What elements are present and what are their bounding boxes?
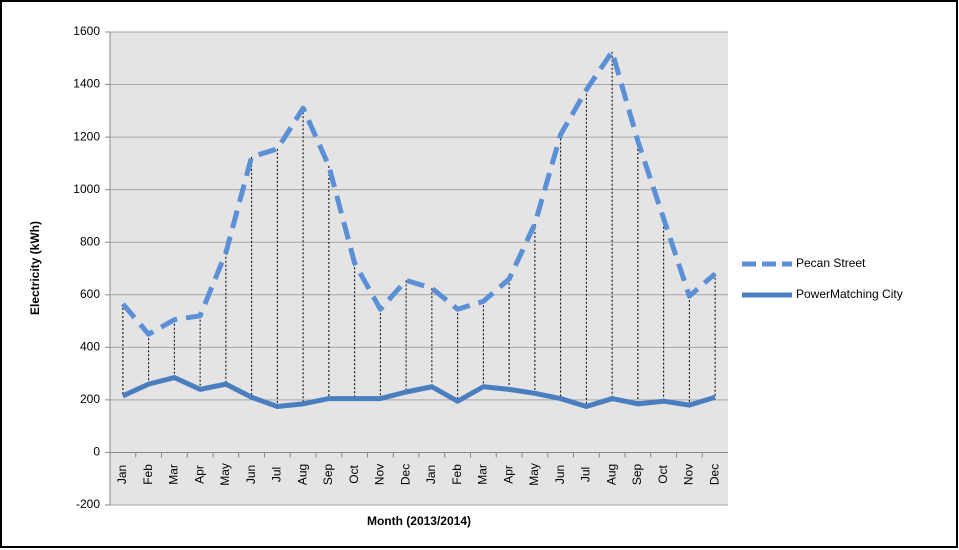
plot-area xyxy=(110,32,728,505)
x-tick-label: Dec xyxy=(707,464,721,485)
y-tick-label: 1600 xyxy=(73,24,100,38)
x-tick-label: Sep xyxy=(321,463,335,485)
y-tick-label: 1000 xyxy=(73,182,100,196)
x-axis-title: Month (2013/2014) xyxy=(367,514,471,528)
x-tick-label: Dec xyxy=(398,464,412,485)
y-tick-label: 0 xyxy=(93,445,100,459)
y-tick-label: 1400 xyxy=(73,77,100,91)
x-tick-label: Feb xyxy=(141,464,155,485)
x-tick-label: Nov xyxy=(373,464,387,485)
legend-label: Pecan Street xyxy=(796,256,866,270)
x-tick-label: May xyxy=(218,463,232,486)
x-tick-label: Jun xyxy=(553,465,567,484)
y-tick-label: 1200 xyxy=(73,129,100,143)
series-line xyxy=(121,375,716,409)
y-tick-label: 800 xyxy=(80,234,100,248)
x-tick-label: Nov xyxy=(682,464,696,485)
x-tick-label: Jul xyxy=(579,467,593,482)
y-tick-label: 600 xyxy=(80,287,100,301)
legend-label: PowerMatching City xyxy=(796,287,903,301)
x-tick-label: Jan xyxy=(424,465,438,484)
x-tick-label: Apr xyxy=(501,465,515,484)
x-tick-label: Mar xyxy=(167,464,181,485)
x-tick-label: Apr xyxy=(192,465,206,484)
x-tick-label: Feb xyxy=(450,464,464,485)
x-tick-label: Jun xyxy=(244,465,258,484)
x-tick-label: Aug xyxy=(295,464,309,485)
x-tick-label: Aug xyxy=(604,464,618,485)
x-tick-label: Mar xyxy=(476,464,490,485)
x-tick-label: Jan xyxy=(115,465,129,484)
x-tick-label: Oct xyxy=(347,464,361,483)
y-tick-label: 200 xyxy=(80,392,100,406)
x-tick-label: May xyxy=(527,463,541,486)
y-axis-title: Electricity (kWh) xyxy=(28,221,42,315)
series-line xyxy=(120,49,717,337)
y-tick-label: -200 xyxy=(76,497,100,511)
y-tick-label: 400 xyxy=(80,340,100,354)
x-tick-label: Sep xyxy=(630,463,644,485)
x-tick-label: Oct xyxy=(656,464,670,483)
x-tick-label: Jul xyxy=(270,467,284,482)
